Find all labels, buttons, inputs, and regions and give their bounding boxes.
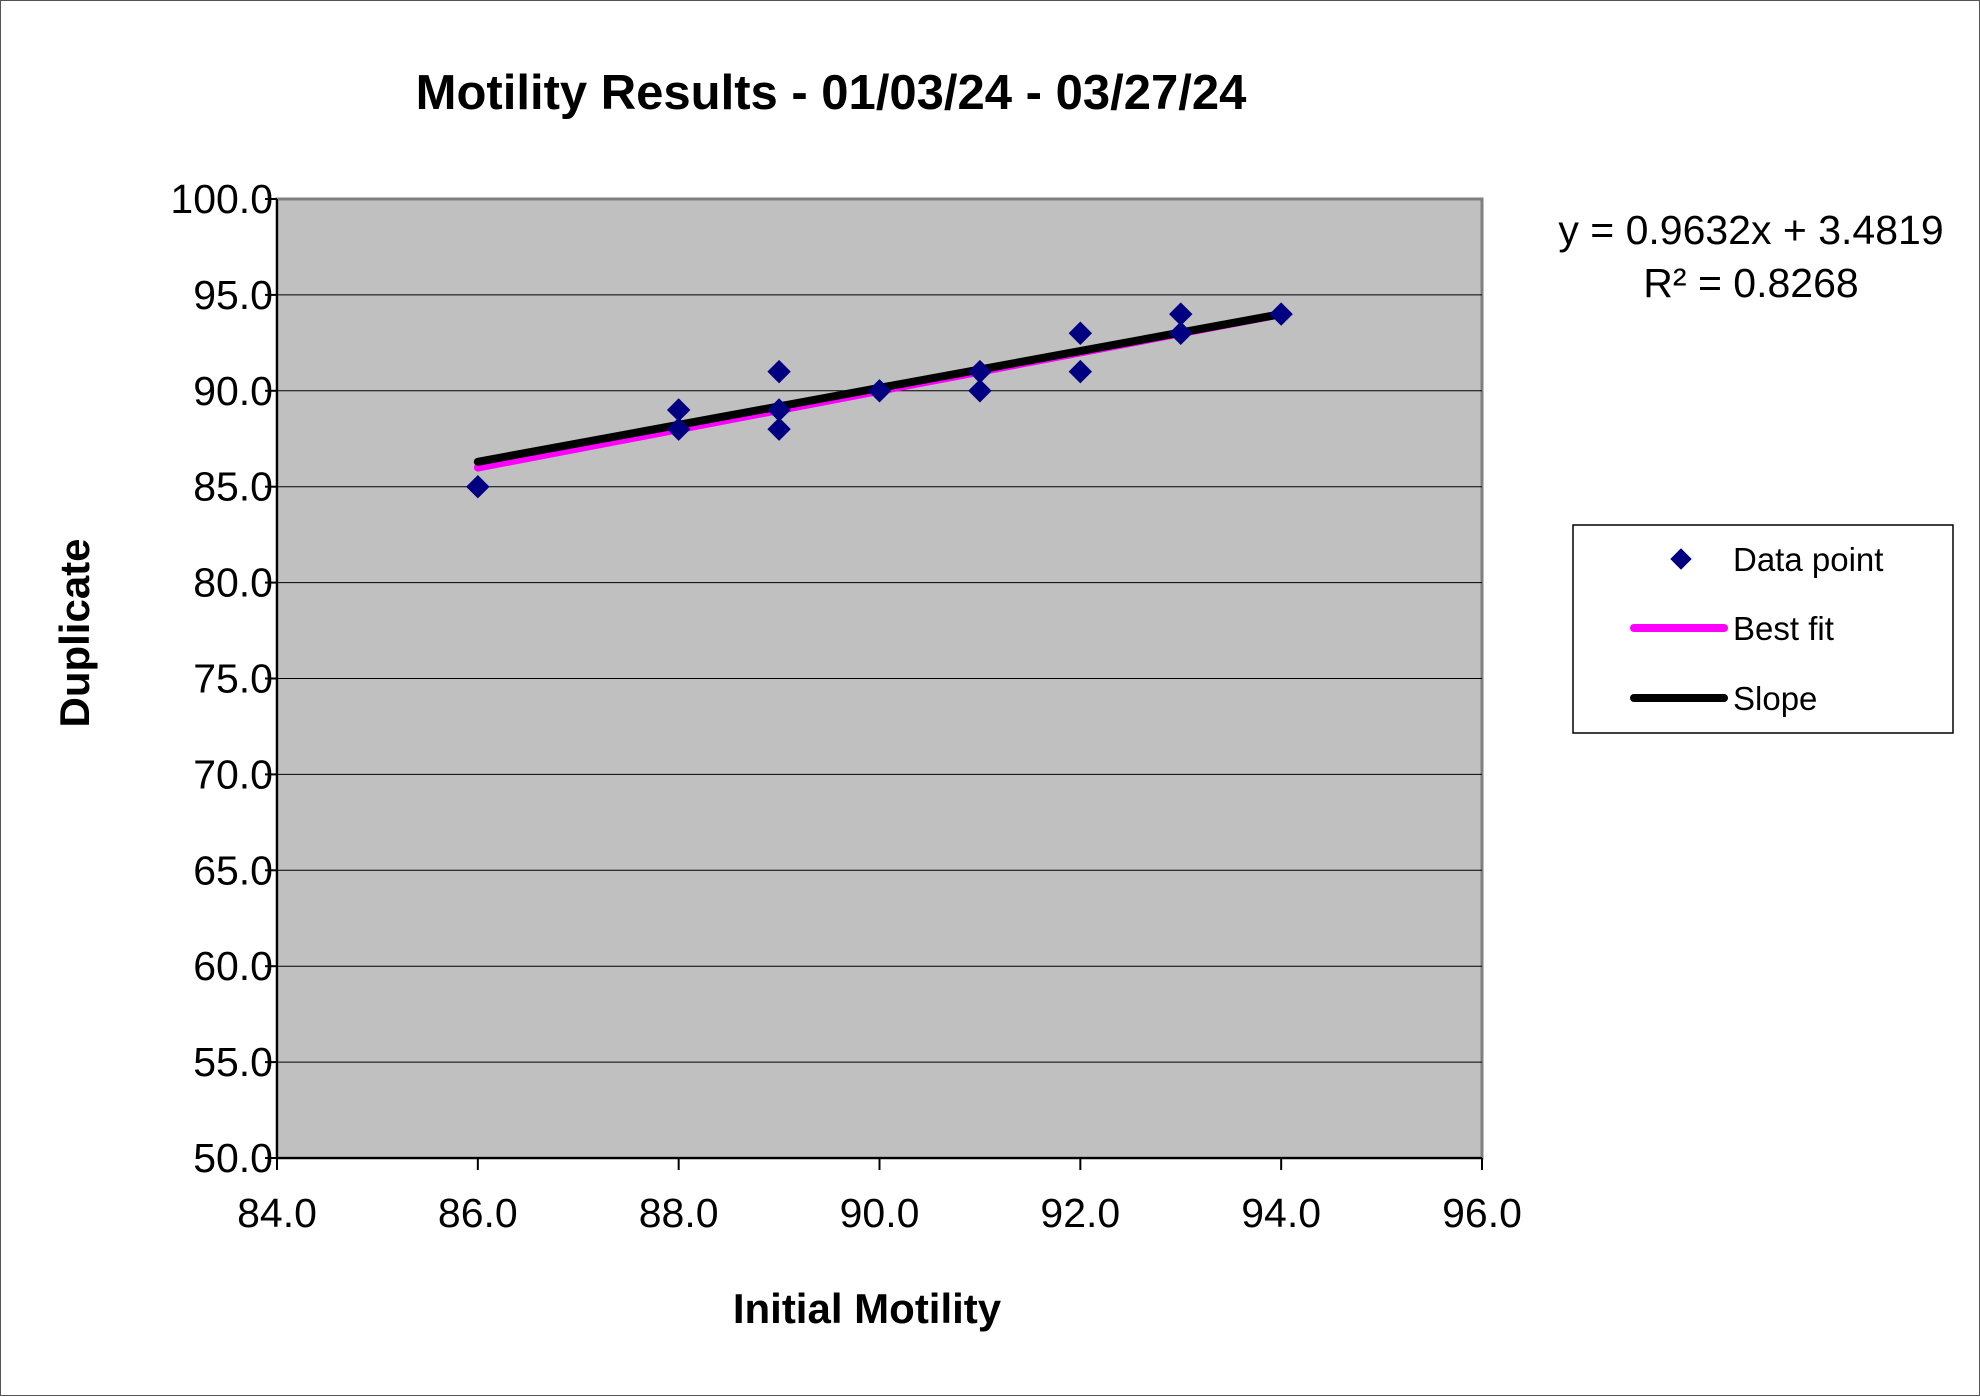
chart-title: Motility Results - 01/03/24 - 03/27/24	[416, 66, 1247, 120]
r-squared-label: R² = 0.8268	[1643, 260, 1858, 306]
data-point	[466, 474, 490, 499]
data-point	[1068, 321, 1093, 345]
data-points	[466, 302, 1293, 499]
y-tick-label: 75.0	[193, 656, 273, 702]
data-point	[666, 417, 691, 441]
y-tick-label: 90.0	[193, 368, 273, 414]
x-tick-label: 96.0	[1442, 1190, 1522, 1236]
y-tick-label: 65.0	[193, 847, 273, 893]
x-tick-label: 90.0	[840, 1190, 920, 1236]
data-point	[767, 417, 791, 441]
legend-label: Data point	[1733, 541, 1883, 578]
y-tick-label: 95.0	[193, 272, 273, 318]
y-axis-ticks: 50.0 55.0 60.0 65.0 70.0 75.0 80.0 85.0 90.0 95.0…	[170, 176, 277, 1181]
y-tick-label: 60.0	[193, 943, 273, 989]
legend-marker-data-point	[1670, 548, 1692, 570]
x-tick-label: 94.0	[1241, 1190, 1321, 1236]
y-tick-label: 55.0	[193, 1039, 273, 1085]
y-tick-label: 50.0	[193, 1135, 273, 1181]
legend: Data point Best fit Slope	[1572, 524, 1954, 734]
y-tick-label: 100.0	[170, 176, 273, 222]
grid-lines	[277, 294, 1482, 1063]
data-point	[767, 359, 791, 384]
legend-label: Slope	[1733, 680, 1817, 717]
data-point	[1169, 321, 1193, 345]
y-tick-label: 70.0	[193, 751, 273, 797]
trendline-equation: y = 0.9632x + 3.4819	[1558, 207, 1943, 253]
x-tick-label: 88.0	[639, 1190, 719, 1236]
x-tick-label: 84.0	[237, 1190, 317, 1236]
y-tick-label: 80.0	[193, 560, 273, 606]
legend-label: Best fit	[1733, 610, 1834, 647]
data-point	[867, 379, 892, 403]
y-tick-label: 85.0	[193, 464, 273, 510]
x-tick-label: 86.0	[438, 1190, 518, 1236]
data-point	[1269, 302, 1293, 326]
x-axis-label: Initial Motility	[733, 1285, 1002, 1332]
y-axis-label: Duplicate	[51, 538, 98, 727]
x-axis-ticks: 84.0 86.0 88.0 90.0 92.0 94.0 96.0	[237, 1158, 1522, 1236]
data-point	[968, 379, 992, 403]
data-point	[1068, 359, 1093, 384]
x-tick-label: 92.0	[1040, 1190, 1120, 1236]
